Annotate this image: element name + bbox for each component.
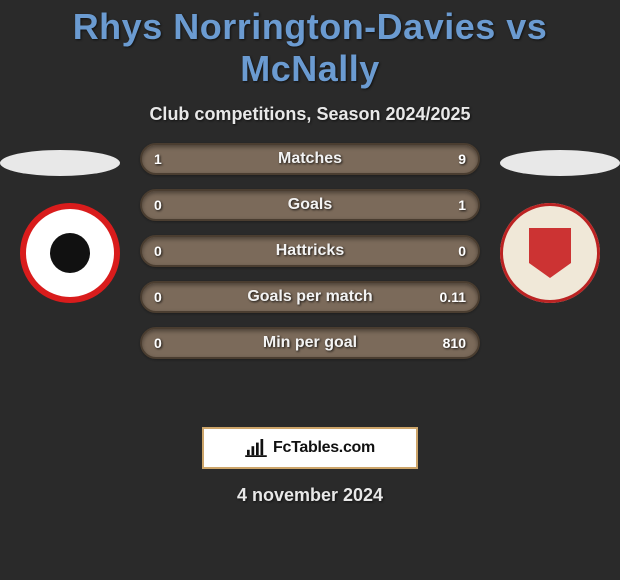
- stat-left-value: 0: [154, 289, 162, 305]
- right-player-indicator: [500, 150, 620, 176]
- stat-row-goals-per-match: 0 Goals per match 0.11: [140, 281, 480, 313]
- season-subtitle: Club competitions, Season 2024/2025: [0, 104, 620, 125]
- brand-badge[interactable]: FcTables.com: [202, 427, 418, 469]
- stat-row-min-per-goal: 0 Min per goal 810: [140, 327, 480, 359]
- snapshot-date: 4 november 2024: [0, 485, 620, 506]
- stat-left-value: 1: [154, 151, 162, 167]
- stat-label: Matches: [278, 150, 342, 168]
- stat-label: Hattricks: [276, 242, 344, 260]
- stat-left-value: 0: [154, 335, 162, 351]
- stat-left-value: 0: [154, 243, 162, 259]
- comparison-layout: 1 Matches 9 0 Goals 1 0 Hattricks 0 0 Go…: [0, 153, 620, 403]
- stat-row-matches: 1 Matches 9: [140, 143, 480, 175]
- stat-row-hattricks: 0 Hattricks 0: [140, 235, 480, 267]
- left-player-indicator: [0, 150, 120, 176]
- stat-right-value: 1: [458, 197, 466, 213]
- stat-right-value: 0: [458, 243, 466, 259]
- left-team-crest: [20, 203, 120, 303]
- bar-chart-icon: [245, 439, 267, 457]
- stat-right-value: 810: [443, 335, 466, 351]
- comparison-title: Rhys Norrington-Davies vs McNally: [0, 0, 620, 90]
- stat-left-value: 0: [154, 197, 162, 213]
- stat-label: Goals per match: [247, 288, 372, 306]
- stat-row-goals: 0 Goals 1: [140, 189, 480, 221]
- brand-label: FcTables.com: [273, 439, 375, 457]
- right-team-crest: [500, 203, 600, 303]
- stat-right-value: 9: [458, 151, 466, 167]
- stat-label: Goals: [288, 196, 332, 214]
- stat-right-value: 0.11: [440, 289, 466, 305]
- stat-label: Min per goal: [263, 334, 357, 352]
- stats-list: 1 Matches 9 0 Goals 1 0 Hattricks 0 0 Go…: [140, 143, 480, 359]
